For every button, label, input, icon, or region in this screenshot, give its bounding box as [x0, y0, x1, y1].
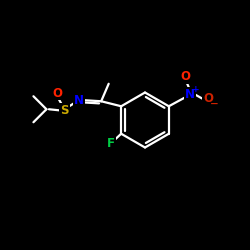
- Text: O: O: [203, 92, 213, 105]
- Text: −: −: [210, 99, 219, 109]
- Text: +: +: [192, 85, 200, 94]
- Text: N: N: [74, 94, 84, 106]
- Text: F: F: [107, 137, 115, 150]
- Text: O: O: [180, 70, 190, 83]
- Text: O: O: [52, 86, 62, 100]
- Text: S: S: [60, 104, 69, 117]
- Text: N: N: [185, 88, 195, 101]
